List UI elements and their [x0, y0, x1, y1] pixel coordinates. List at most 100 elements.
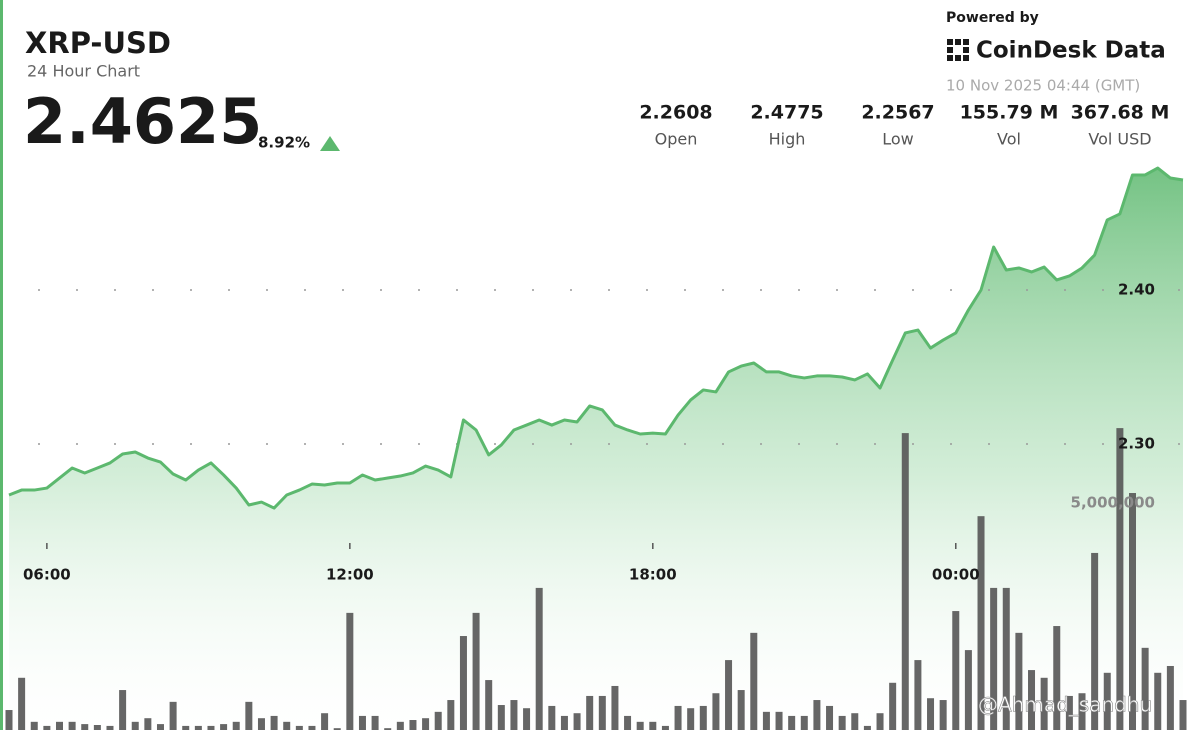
powered-by: Powered by	[946, 10, 1039, 26]
volume-bar	[523, 708, 531, 730]
volume-bar	[535, 587, 543, 730]
volume-bar	[384, 728, 392, 730]
stat-value: 2.2567	[861, 102, 934, 124]
stat-value: 155.79 M	[960, 102, 1059, 124]
volume-bar	[712, 693, 720, 730]
volume-bar	[762, 711, 770, 730]
volume-bar	[409, 720, 417, 730]
volume-bar	[1154, 672, 1162, 730]
volume-bar	[119, 690, 127, 730]
volume-bar	[826, 705, 834, 730]
volume-bar	[257, 718, 265, 730]
volume-bar	[586, 695, 594, 730]
volume-bar	[131, 721, 139, 730]
stat-label: High	[769, 130, 806, 149]
volume-bar	[194, 725, 202, 730]
y-tick-label: 2.40	[1118, 280, 1155, 298]
price-change: 8.92%	[258, 134, 310, 152]
volume-bar	[611, 685, 619, 730]
price-area	[9, 168, 1183, 730]
volume-bar	[548, 705, 556, 730]
volume-bar	[283, 721, 291, 730]
volume-bar	[1091, 552, 1099, 730]
volume-bar	[889, 682, 897, 730]
volume-bar	[93, 725, 101, 730]
volume-bar	[43, 725, 51, 730]
volume-bar	[800, 715, 808, 730]
volume-bar	[144, 718, 152, 730]
volume-bar	[573, 713, 581, 730]
current-price: 2.4625	[23, 85, 262, 158]
subtitle: 24 Hour Chart	[27, 62, 140, 81]
volume-bar	[106, 725, 114, 730]
volume-bar	[1053, 626, 1061, 730]
volume-bar	[68, 721, 76, 730]
volume-bar	[813, 700, 821, 730]
volume-bar	[624, 715, 632, 730]
volume-bar	[838, 715, 846, 730]
volume-bar	[346, 612, 354, 730]
volume-bar	[459, 636, 467, 730]
up-arrow	[320, 136, 340, 151]
volume-bar	[788, 715, 796, 730]
timestamp: 10 Nov 2025 04:44 (GMT)	[946, 77, 1140, 95]
volume-bar	[232, 721, 240, 730]
y-tick-label: 2.30	[1118, 435, 1155, 453]
volume-bar	[687, 708, 695, 730]
stat-label: Vol USD	[1088, 130, 1151, 149]
volume-bar	[914, 660, 922, 730]
y2-tick-label: 5,000,000	[1071, 494, 1155, 512]
title: XRP-USD	[25, 26, 171, 60]
volume-bar	[169, 701, 177, 730]
volume-bar	[560, 715, 568, 730]
brand-logo	[947, 39, 969, 61]
volume-bar	[472, 612, 480, 730]
volume-bar	[674, 705, 682, 730]
stat-label: Low	[882, 130, 914, 149]
volume-bar	[1116, 428, 1124, 730]
volume-bar	[927, 698, 935, 730]
volume-bar	[939, 700, 947, 730]
volume-bar	[5, 710, 13, 730]
volume-bar	[245, 701, 253, 730]
volume-bar	[964, 650, 972, 730]
volume-bar	[295, 725, 303, 730]
stat-label: Open	[655, 130, 698, 149]
volume-bar	[901, 433, 909, 730]
volume-bar	[1040, 677, 1048, 730]
volume-bar	[1103, 672, 1111, 730]
volume-bar	[55, 721, 63, 730]
volume-bar	[649, 721, 657, 730]
volume-bar	[207, 725, 215, 730]
volume-bar	[1129, 493, 1137, 730]
x-tick-label: 18:00	[629, 566, 677, 584]
volume-bar	[81, 724, 89, 730]
volume-bar	[699, 705, 707, 730]
volume-bar	[1002, 587, 1010, 730]
volume-bar	[434, 711, 442, 730]
volume-bar	[863, 725, 871, 730]
volume-bar	[1179, 700, 1187, 730]
brand-name: CoinDesk Data	[976, 38, 1166, 64]
volume-bar	[220, 724, 228, 730]
volume-bar	[1028, 670, 1036, 730]
volume-bar	[1141, 647, 1149, 730]
volume-bar	[1166, 665, 1174, 730]
stat-value: 2.4775	[750, 102, 823, 124]
volume-bar	[485, 680, 493, 730]
volume-bar	[396, 721, 404, 730]
volume-bar	[510, 700, 518, 730]
volume-bar	[851, 713, 859, 730]
volume-bar	[1078, 693, 1086, 730]
stat-label: Vol	[997, 130, 1021, 149]
stat-value: 367.68 M	[1071, 102, 1170, 124]
volume-bar	[18, 677, 26, 730]
volume-bar	[1015, 632, 1023, 730]
volume-bar	[308, 725, 316, 730]
volume-bar	[333, 728, 341, 730]
volume-bar	[737, 690, 745, 730]
volume-bar	[1065, 695, 1073, 730]
volume-bar	[497, 705, 505, 730]
volume-bar	[775, 711, 783, 730]
